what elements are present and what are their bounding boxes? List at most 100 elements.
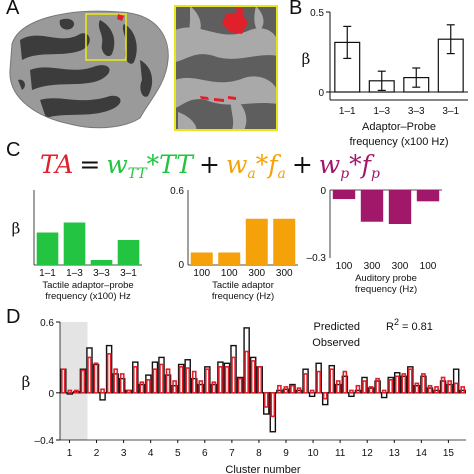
- d-predicted-bar: [277, 384, 282, 394]
- d-predicted-bar: [381, 389, 387, 394]
- d-x-tick-label: 12: [362, 448, 374, 459]
- d-predicted-bar: [146, 379, 151, 394]
- b-y-tick-label: 0.5: [310, 8, 324, 19]
- d-predicted-bar: [204, 368, 210, 394]
- d-predicted-bar: [231, 356, 236, 394]
- d-predicted-bar: [165, 368, 171, 394]
- equation-equals: =: [79, 150, 101, 179]
- activation-spot: [117, 14, 124, 21]
- chart-c1-bar: [63, 222, 86, 265]
- chart-c3-bar: [360, 190, 384, 222]
- d-x-tick-label: 1: [67, 448, 73, 459]
- d-predicted-bar: [263, 391, 269, 408]
- d-predicted-bar: [185, 367, 191, 394]
- chart-c3-y-tick-label: 0: [320, 186, 326, 197]
- chart-c3-x-tick-label: 300: [392, 261, 409, 272]
- chart-c1-y-label: β: [12, 220, 21, 238]
- chart-c1-x-tick-label: 3–3: [93, 268, 110, 279]
- d-predicted-bar: [93, 362, 99, 394]
- d-x-tick-label: 14: [416, 448, 428, 459]
- d-predicted-bar: [290, 384, 295, 394]
- d-predicted-bar: [257, 366, 263, 394]
- d-predicted-bar: [218, 366, 223, 394]
- d-predicted-bar: [60, 368, 66, 394]
- d-predicted-bar: [362, 380, 367, 394]
- equation-lhs: TA: [40, 150, 74, 179]
- panel-letter-a: A: [6, 0, 20, 19]
- chart-c3-bar: [332, 190, 356, 200]
- chart-c2-x-label: Tactile adaptor: [212, 280, 274, 291]
- d-predicted-bar: [414, 382, 420, 394]
- d-predicted-bar: [401, 373, 407, 394]
- d-y-tick-label: –0.4: [35, 436, 55, 447]
- chart-c2-bar: [273, 218, 296, 265]
- chart-c3-y-tick-label: –0.3: [307, 253, 327, 264]
- d-predicted-bar: [349, 389, 354, 394]
- d-x-tick-label: 13: [389, 448, 401, 459]
- d-predicted-bar: [100, 388, 105, 394]
- chart-c3-x-label-2: frequency (Hz): [355, 284, 417, 295]
- b-x-tick-label: 3–3: [408, 106, 425, 117]
- d-predicted-bar: [250, 360, 256, 394]
- d-predicted-bar: [244, 350, 249, 394]
- chart-c1-x-label-2: frequency (x100) Hz: [45, 291, 131, 302]
- model-equation: TA = wTT*TT + wa*fa + wp*fp: [40, 150, 380, 182]
- d-predicted-bar: [342, 370, 348, 394]
- d-y-label: β: [22, 373, 31, 391]
- d-predicted-bar: [309, 389, 315, 394]
- chart-c2-y-tick-label: 0.6: [170, 186, 184, 197]
- panel-letter-d: D: [6, 306, 21, 328]
- d-x-tick-label: 10: [308, 448, 320, 459]
- d-predicted-bar: [421, 373, 426, 394]
- d-x-tick-label: 6: [202, 448, 208, 459]
- d-predicted-bar: [106, 353, 112, 394]
- chart-c2-x-tick-label: 100: [221, 268, 238, 279]
- equation-plus-2: +: [291, 150, 313, 179]
- d-predicted-bar: [453, 382, 459, 394]
- d-x-tick-label: 4: [148, 448, 154, 459]
- chart-c1-x-tick-label: 1–1: [39, 268, 56, 279]
- chart-c1-x-tick-label: 3–1: [120, 268, 137, 279]
- chart-c1-bar: [36, 232, 59, 265]
- d-predicted-bar: [191, 370, 197, 394]
- d-x-tick-label: 7: [229, 448, 235, 459]
- d-predicted-bar: [394, 375, 400, 394]
- d-y-tick-label: 0: [48, 389, 54, 400]
- b-y-label: β: [302, 50, 311, 68]
- d-predicted-bar: [80, 369, 86, 394]
- chart-c2-bar: [245, 218, 268, 265]
- d-predicted-bar: [119, 373, 125, 394]
- chart-c3-x-tick-label: 300: [364, 261, 381, 272]
- d-x-tick-label: 5: [175, 448, 181, 459]
- panel-letter-b: B: [289, 0, 303, 19]
- zoom-region-box: [85, 13, 127, 61]
- d-predicted-bar: [237, 377, 243, 394]
- d-predicted-bar: [87, 356, 92, 394]
- chart-c3-x-tick-label: 100: [420, 261, 437, 272]
- chart-c2-x-tick-label: 300: [276, 268, 293, 279]
- equation-plus-1: +: [199, 150, 220, 179]
- chart-c2-bar: [218, 252, 241, 265]
- d-predicted-bar: [126, 389, 132, 394]
- chart-c2-y-tick-label: 0: [178, 260, 184, 271]
- b-x-tick-label: 1–1: [339, 106, 356, 117]
- b-x-tick-label: 3–1: [442, 106, 459, 117]
- d-predicted-bar: [211, 381, 217, 394]
- d-legend-predicted: Predicted: [314, 321, 360, 333]
- d-x-tick-label: 2: [94, 448, 100, 459]
- d-predicted-bar: [172, 380, 177, 394]
- d-predicted-bar: [132, 366, 138, 394]
- d-predicted-bar: [447, 380, 452, 394]
- d-predicted-bar: [303, 373, 308, 394]
- d-predicted-bar: [427, 384, 433, 394]
- chart-c2-bar: [190, 252, 213, 265]
- d-predicted-bar: [74, 389, 79, 394]
- d-predicted-bar: [335, 380, 341, 394]
- d-predicted-bar: [316, 370, 322, 394]
- d-x-tick-label: 15: [443, 448, 455, 459]
- d-predicted-bar: [434, 386, 439, 394]
- d-predicted-bar: [113, 368, 119, 394]
